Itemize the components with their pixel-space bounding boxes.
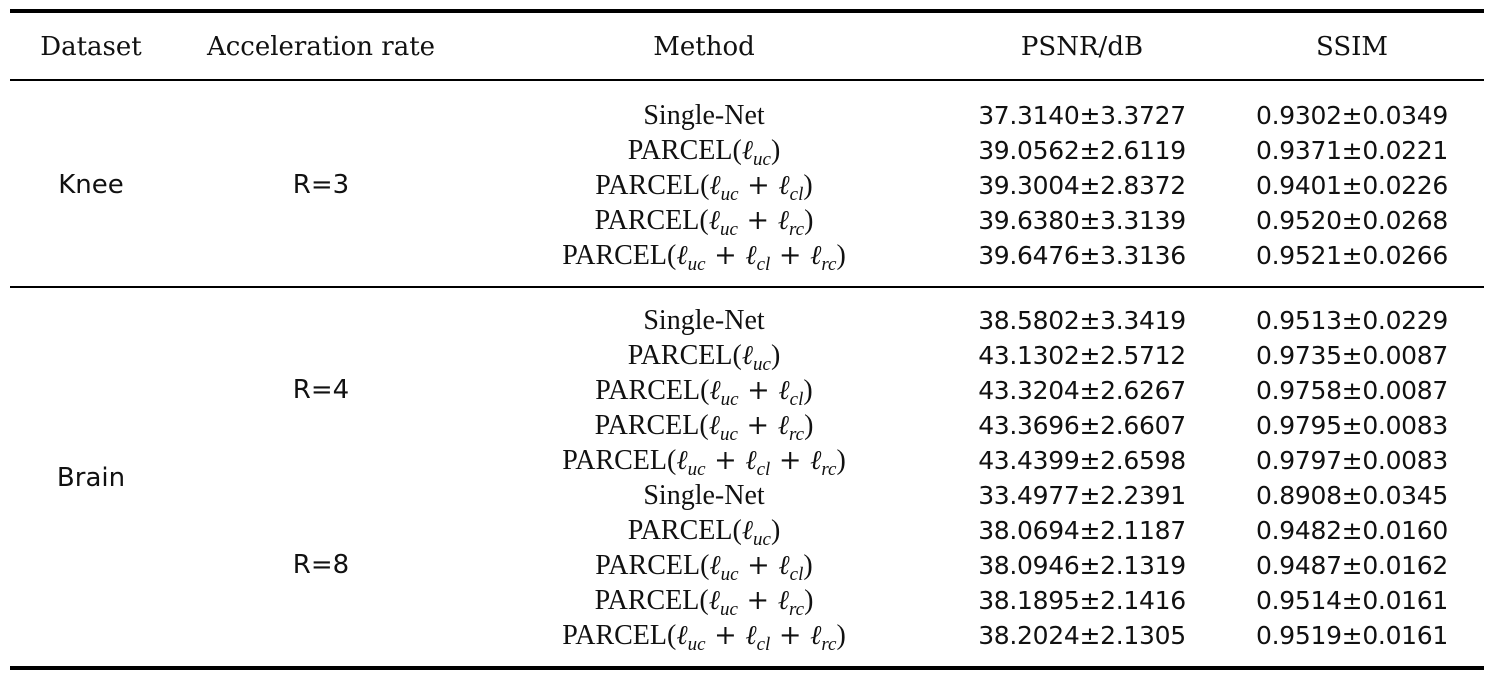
ssim-cell: 0.9482±0.0160 — [1256, 516, 1448, 545]
header-psnr: PSNR/dB — [1020, 32, 1144, 62]
method-cell: PARCEL(ℓuc) — [627, 515, 781, 550]
ssim-cell: 0.9371±0.0221 — [1256, 136, 1448, 165]
psnr-cell: 38.0946±2.1319 — [978, 551, 1186, 580]
method-cell: PARCEL(ℓuc + ℓrc) — [594, 205, 814, 240]
psnr-cell: 38.5802±3.3419 — [978, 306, 1186, 335]
method-cell: PARCEL(ℓuc + ℓrc) — [594, 585, 814, 620]
ssim-cell: 0.9520±0.0268 — [1256, 206, 1448, 235]
ssim-cell: 0.9795±0.0083 — [1256, 411, 1448, 440]
psnr-cell: 37.3140±3.3727 — [978, 101, 1186, 130]
method-cell: PARCEL(ℓuc) — [627, 340, 781, 375]
ssim-cell: 0.9758±0.0087 — [1256, 376, 1448, 405]
ssim-cell: 0.9487±0.0162 — [1256, 551, 1448, 580]
ssim-cell: 0.9513±0.0229 — [1256, 306, 1448, 335]
method-cell: PARCEL(ℓuc + ℓcl) — [595, 170, 813, 205]
method-cell: PARCEL(ℓuc + ℓcl) — [595, 375, 813, 410]
method-cell: PARCEL(ℓuc + ℓcl + ℓrc) — [562, 620, 846, 655]
psnr-cell: 43.3204±2.6267 — [978, 376, 1186, 405]
ssim-cell: 0.9521±0.0266 — [1256, 241, 1448, 270]
psnr-cell: 43.3696±2.6607 — [978, 411, 1186, 440]
method-cell: PARCEL(ℓuc + ℓcl + ℓrc) — [562, 240, 846, 275]
method-cell: Single-Net — [643, 480, 765, 511]
header-method: Method — [653, 32, 755, 62]
ssim-cell: 0.9514±0.0161 — [1256, 586, 1448, 615]
method-cell: PARCEL(ℓuc + ℓcl) — [595, 550, 813, 585]
header-acceleration-rate: Acceleration rate — [206, 32, 436, 62]
ssim-cell: 0.9302±0.0349 — [1256, 101, 1448, 130]
psnr-cell: 38.1895±2.1416 — [978, 586, 1186, 615]
header-rule — [10, 79, 1484, 81]
header-dataset: Dataset — [40, 32, 142, 62]
ssim-cell: 0.8908±0.0345 — [1256, 481, 1448, 510]
method-cell: Single-Net — [643, 305, 765, 336]
dataset-label: Brain — [56, 462, 126, 493]
header-ssim: SSIM — [1315, 32, 1389, 62]
ssim-cell: 0.9519±0.0161 — [1256, 621, 1448, 650]
psnr-cell: 38.2024±2.1305 — [978, 621, 1186, 650]
acceleration-rate-label: R=4 — [292, 375, 350, 405]
bottom-rule — [10, 666, 1484, 670]
acceleration-rate-label: R=3 — [292, 170, 350, 200]
group-divider-rule — [10, 286, 1484, 288]
psnr-cell: 39.0562±2.6119 — [978, 136, 1186, 165]
method-cell: PARCEL(ℓuc) — [627, 135, 781, 170]
acceleration-rate-label: R=8 — [292, 550, 350, 580]
psnr-cell: 43.4399±2.6598 — [978, 446, 1186, 475]
psnr-cell: 39.6476±3.3136 — [978, 241, 1186, 270]
ssim-cell: 0.9797±0.0083 — [1256, 446, 1448, 475]
psnr-cell: 38.0694±2.1187 — [978, 516, 1186, 545]
psnr-cell: 39.6380±3.3139 — [978, 206, 1186, 235]
ssim-cell: 0.9735±0.0087 — [1256, 341, 1448, 370]
method-cell: PARCEL(ℓuc + ℓrc) — [594, 410, 814, 445]
method-cell: Single-Net — [643, 100, 765, 131]
ssim-cell: 0.9401±0.0226 — [1256, 171, 1448, 200]
psnr-cell: 39.3004±2.8372 — [978, 171, 1186, 200]
psnr-cell: 33.4977±2.2391 — [978, 481, 1186, 510]
dataset-label: Knee — [58, 170, 124, 200]
top-rule — [10, 9, 1484, 13]
psnr-cell: 43.1302±2.5712 — [978, 341, 1186, 370]
method-cell: PARCEL(ℓuc + ℓcl + ℓrc) — [562, 445, 846, 480]
